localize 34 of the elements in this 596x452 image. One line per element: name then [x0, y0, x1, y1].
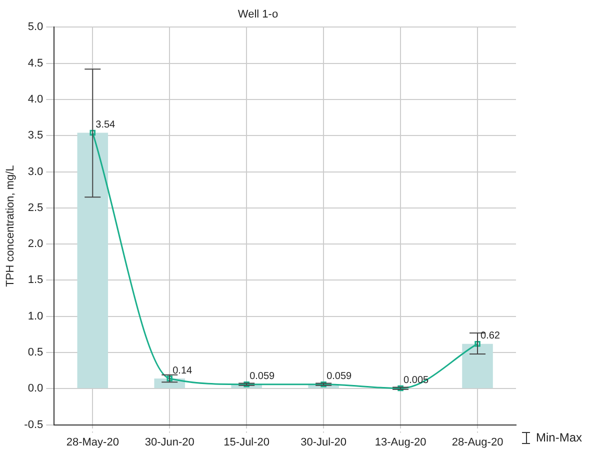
y-tick-label: 5.0 — [28, 21, 44, 34]
y-tick-label: 2.5 — [28, 202, 44, 214]
y-axis-title: TPH concentration, mg/L — [4, 165, 17, 287]
chart-title: Well 1-o — [238, 8, 278, 21]
y-tick-label: -0.5 — [24, 418, 44, 431]
y-tick-label: 3.0 — [28, 166, 44, 178]
x-tick-label: 28-May-20 — [66, 436, 119, 448]
y-tick-label: 3.5 — [28, 130, 44, 142]
point — [244, 382, 250, 388]
x-tick-label: 30-Jun-20 — [144, 436, 194, 448]
data-label: 3.54 — [96, 119, 116, 130]
data-label: 0.62 — [480, 330, 500, 342]
bar — [462, 344, 493, 388]
bar — [77, 132, 108, 388]
y-tick-label: 0.5 — [28, 346, 44, 359]
data-label: 0.059 — [250, 371, 276, 382]
y-tick-label: 4.5 — [28, 57, 44, 70]
y-tick-label: 1.0 — [28, 310, 44, 322]
y-tick-label: 1.5 — [28, 274, 44, 286]
x-tick-label: 15-Jul-20 — [224, 436, 270, 448]
text: Min-Max — [536, 430, 582, 445]
point — [166, 376, 172, 382]
data-label: 0.14 — [172, 365, 193, 376]
x-tick-label: 28-Aug-20 — [452, 436, 504, 448]
y-tick-label: 4.0 — [28, 94, 44, 106]
point — [320, 382, 326, 388]
point — [398, 385, 404, 392]
point — [90, 130, 96, 136]
y-tick-label: 2.0 — [28, 238, 44, 250]
x-tick-label: 30-Jul-20 — [300, 436, 346, 448]
data-label: 0.059 — [326, 371, 352, 382]
point — [474, 340, 480, 347]
x-tick-label: 13-Aug-20 — [374, 436, 426, 448]
y-tick-label: 0.0 — [28, 382, 44, 395]
